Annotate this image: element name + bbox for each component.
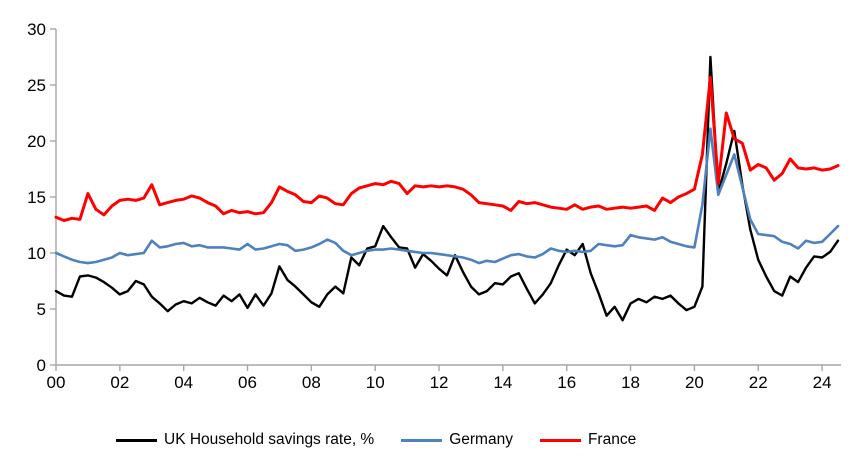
germany-legend-label: Germany xyxy=(449,431,513,448)
y-axis-tick-label: 5 xyxy=(37,300,46,319)
x-axis-tick-label: 12 xyxy=(430,373,449,392)
y-axis-tick-label: 0 xyxy=(37,356,46,375)
x-axis-tick-label: 18 xyxy=(621,373,640,392)
y-axis-tick-label: 20 xyxy=(27,132,46,151)
x-axis-tick-label: 22 xyxy=(749,373,768,392)
uk-line xyxy=(54,55,840,322)
x-axis-tick-label: 06 xyxy=(238,373,257,392)
y-axis-tick-label: 10 xyxy=(27,244,46,263)
france-legend-label: France xyxy=(587,431,637,448)
legend-item-france: France xyxy=(539,431,637,449)
x-axis-tick-label: 14 xyxy=(493,373,512,392)
germany-line xyxy=(54,127,840,265)
legend-item-germany: Germany xyxy=(401,431,513,449)
y-axis-tick-label: 25 xyxy=(27,76,46,95)
uk-legend-label: UK Household savings rate, % xyxy=(164,431,375,448)
x-axis-tick-label: 16 xyxy=(557,373,576,392)
legend-item-uk: UK Household savings rate, % xyxy=(116,431,374,449)
x-axis-tick-label: 10 xyxy=(366,373,385,392)
x-axis-tick-label: 08 xyxy=(302,373,321,392)
y-axis-tick-label: 15 xyxy=(27,188,46,207)
france-line xyxy=(54,75,840,222)
france-line-swatch xyxy=(539,438,581,442)
x-axis-tick-label: 20 xyxy=(685,373,704,392)
x-axis-tick-label: 04 xyxy=(174,373,193,392)
x-axis-tick-label: 02 xyxy=(110,373,129,392)
y-axis-tick-label: 30 xyxy=(27,20,46,39)
x-axis-tick-label: 24 xyxy=(813,373,832,392)
x-axis-tick-label: 00 xyxy=(47,373,66,392)
uk-line-swatch xyxy=(116,438,157,442)
germany-line-swatch xyxy=(401,438,443,442)
chart-legend: UK Household savings rate, % Germany Fra… xyxy=(116,431,636,449)
